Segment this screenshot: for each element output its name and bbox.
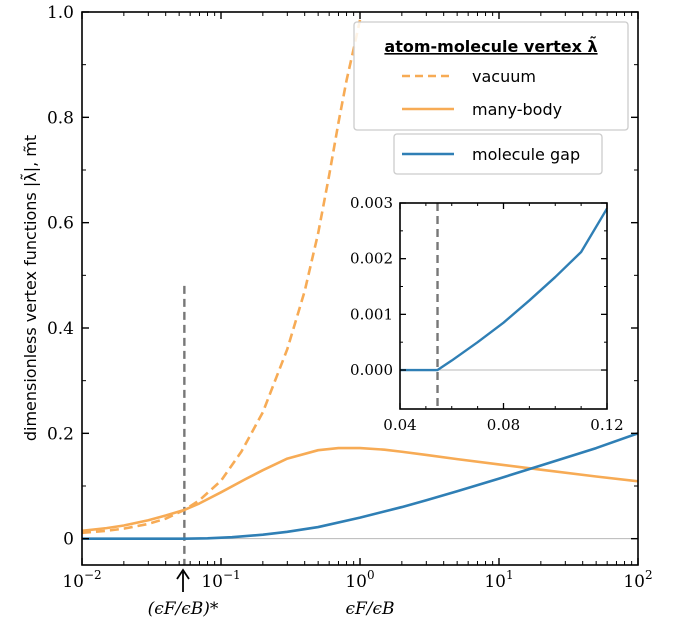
y-axis-label: dimensionless vertex functions |λ̃|, m̃t [21, 135, 40, 441]
main-plot-frame [81, 11, 639, 566]
legend-gap-box [393, 133, 603, 175]
y-tick-label: 0 [63, 530, 74, 550]
inset-x-tick-label: 0.08 [487, 416, 520, 434]
legend-gap: molecule gap [393, 133, 603, 175]
threshold-marker-label: (ϵF/ϵB)* [148, 599, 219, 619]
y-tick-label: 0.2 [47, 424, 74, 444]
inset-background [400, 203, 607, 409]
x-tick-label: 101 [484, 568, 513, 592]
legend-main: atom-molecule vertex λ̃ vacuum many-body [353, 21, 629, 131]
series-line-many-body [82, 446, 638, 533]
inset-y-tick-label: 0.001 [350, 305, 393, 323]
inset-x-tick-label: 0.04 [383, 416, 416, 434]
x-axis-label: ϵF/ϵB [345, 599, 394, 619]
main-plot: 0 0.2 0.4 0.6 0.8 1.0 10−2 10−1 100 101 102 [47, 3, 653, 592]
series-line-vacuum [82, 19, 362, 535]
legend-molecule-gap-label: molecule gap [472, 145, 580, 164]
x-tick-label: 10−2 [62, 568, 101, 592]
y-tick-label: 0.4 [47, 319, 74, 339]
inset-plot: 0.000 0.001 0.002 0.003 0.04 0.08 0.12 [350, 194, 624, 434]
legend-title: atom-molecule vertex λ̃ [384, 37, 597, 56]
legend-many-body-label: many-body [472, 100, 562, 119]
inset-frame [399, 202, 608, 410]
x-tick-label: 102 [623, 568, 652, 592]
inset-series-line-molecule-gap [400, 207, 607, 372]
inset-y-tick-label: 0.002 [350, 250, 393, 268]
x-tick-label: 10−1 [201, 568, 240, 592]
y-tick-label: 0.6 [47, 214, 74, 234]
threshold-arrow-icon [176, 568, 190, 592]
legend-vacuum-label: vacuum [472, 67, 536, 86]
inset-y-tick-label: 0.000 [350, 361, 393, 379]
inset-x-tick-label: 0.12 [590, 416, 623, 434]
y-tick-label: 1.0 [47, 3, 74, 23]
inset-y-tick-label: 0.003 [350, 194, 393, 212]
legend-main-box [353, 21, 629, 131]
series-line-molecule-gap [82, 432, 638, 540]
y-tick-label: 0.8 [47, 108, 74, 128]
x-tick-label: 100 [345, 568, 374, 592]
